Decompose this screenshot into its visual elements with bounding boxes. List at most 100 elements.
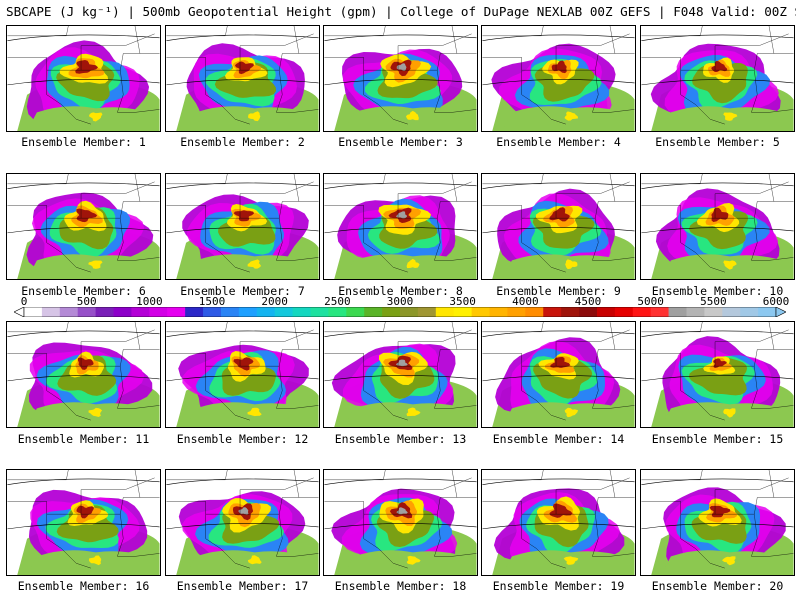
ensemble-map-panel xyxy=(323,321,478,428)
colorbar-segment xyxy=(203,307,222,317)
ensemble-member-label: Ensemble Member: 16 xyxy=(17,579,150,593)
colorbar-segment xyxy=(185,307,204,317)
colorbar-segment xyxy=(722,307,741,317)
ensemble-map xyxy=(482,174,635,279)
ensemble-map-panel xyxy=(323,173,478,280)
colorbar-segment xyxy=(453,307,473,317)
ensemble-member-label: Ensemble Member: 19 xyxy=(492,579,625,593)
colorbar-tick-label: 3500 xyxy=(449,295,476,308)
ensemble-map-panel xyxy=(165,321,320,428)
ensemble-member-label: Ensemble Member: 1 xyxy=(21,135,146,149)
colorbar-segment xyxy=(346,307,365,317)
colorbar-segment xyxy=(328,307,347,317)
colorbar-segment xyxy=(24,307,43,317)
ensemble-member-label: Ensemble Member: 11 xyxy=(17,432,150,446)
colorbar-segment xyxy=(149,307,168,317)
ensemble-map xyxy=(482,322,635,427)
colorbar-tick-label: 500 xyxy=(76,295,97,308)
ensemble-map xyxy=(166,174,319,279)
colorbar-segment xyxy=(596,307,616,317)
colorbar-tick-label: 5500 xyxy=(700,295,727,308)
colorbar-segment xyxy=(740,307,759,317)
colorbar-tick-label: 1500 xyxy=(198,295,226,308)
colorbar-segment xyxy=(292,307,311,317)
ensemble-map xyxy=(166,322,319,427)
ensemble-member-label: Ensemble Member: 5 xyxy=(655,135,780,149)
ensemble-map xyxy=(324,26,477,131)
ensemble-member-label: Ensemble Member: 7 xyxy=(180,284,305,298)
colorbar-right-arrow xyxy=(775,307,786,317)
colorbar-segment xyxy=(471,307,490,317)
sbcape-colorbar xyxy=(14,307,786,317)
ensemble-map-panel xyxy=(640,25,795,132)
colorbar-segment xyxy=(489,307,508,317)
colorbar-segment xyxy=(95,307,114,317)
colorbar-segment xyxy=(525,307,544,317)
ensemble-map-panel xyxy=(6,173,161,280)
ensemble-map-panel xyxy=(640,469,795,576)
ensemble-map xyxy=(324,174,477,279)
ensemble-map xyxy=(166,26,319,131)
colorbar-segment xyxy=(131,307,150,317)
ensemble-map-panel xyxy=(323,469,478,576)
ensemble-map-panel xyxy=(323,25,478,132)
ensemble-map-panel xyxy=(165,25,320,132)
ensemble-map-panel xyxy=(640,173,795,280)
colorbar-tick-label: 6000 xyxy=(762,295,790,308)
ensemble-map-panel xyxy=(640,321,795,428)
ensemble-member-label: Ensemble Member: 3 xyxy=(338,135,463,149)
ensemble-map-panel xyxy=(6,469,161,576)
ensemble-map-panel xyxy=(165,469,320,576)
ensemble-map xyxy=(641,26,794,131)
colorbar-segment xyxy=(167,307,186,317)
colorbar-segment xyxy=(310,307,329,317)
ensemble-member-label: Ensemble Member: 2 xyxy=(180,135,305,149)
colorbar-segment xyxy=(507,307,526,317)
colorbar-segment xyxy=(632,307,652,317)
colorbar-left-arrow xyxy=(14,307,25,317)
colorbar-segment xyxy=(614,307,634,317)
colorbar-segment xyxy=(686,307,705,317)
colorbar-segment xyxy=(668,307,687,317)
colorbar-segment xyxy=(77,307,97,317)
ensemble-map-panel xyxy=(481,321,636,428)
colorbar-tick-label: 4500 xyxy=(574,295,602,308)
colorbar-segment xyxy=(400,307,419,317)
ensemble-member-label: Ensemble Member: 15 xyxy=(651,432,784,446)
ensemble-member-label: Ensemble Member: 18 xyxy=(334,579,467,593)
ensemble-map-panel xyxy=(165,173,320,280)
ensemble-map xyxy=(166,470,319,575)
ensemble-map xyxy=(7,26,160,131)
ensemble-member-label: Ensemble Member: 8 xyxy=(338,284,463,298)
ensemble-map-panel xyxy=(481,173,636,280)
ensemble-map-panel xyxy=(481,469,636,576)
ensemble-map xyxy=(7,322,160,427)
colorbar-segment xyxy=(256,307,276,317)
ensemble-map-panel xyxy=(481,25,636,132)
ensemble-map xyxy=(324,322,477,427)
ensemble-map xyxy=(482,470,635,575)
ensemble-map-panel xyxy=(6,25,161,132)
colorbar-tick-label: 2500 xyxy=(324,295,351,308)
ensemble-member-label: Ensemble Member: 4 xyxy=(496,135,621,149)
ensemble-member-label: Ensemble Member: 12 xyxy=(176,432,309,446)
colorbar-segment xyxy=(435,307,455,317)
ensemble-map xyxy=(641,470,794,575)
ensemble-map xyxy=(7,470,160,575)
colorbar-segment xyxy=(238,307,258,317)
colorbar-segment xyxy=(274,307,293,317)
ensemble-map xyxy=(324,470,477,575)
ensemble-map xyxy=(7,174,160,279)
colorbar-tick-labels: 0 500 1000 1500 2000 2500 3000 3500 4000 4500 5000… xyxy=(0,296,800,308)
colorbar-segment xyxy=(59,307,79,317)
colorbar-segment xyxy=(579,307,598,317)
ensemble-map-panel xyxy=(6,321,161,428)
ensemble-member-label: Ensemble Member: 6 xyxy=(21,284,146,298)
page-title: SBCAPE (J kg⁻¹) | 500mb Geopotential Hei… xyxy=(6,4,796,19)
ensemble-map xyxy=(641,174,794,279)
colorbar-segment xyxy=(41,307,61,317)
colorbar-tick-label: 1000 xyxy=(136,295,163,308)
ensemble-member-label: Ensemble Member: 20 xyxy=(651,579,784,593)
colorbar-tick-label: 5000 xyxy=(637,295,664,308)
colorbar-tick-label: 2000 xyxy=(261,295,288,308)
